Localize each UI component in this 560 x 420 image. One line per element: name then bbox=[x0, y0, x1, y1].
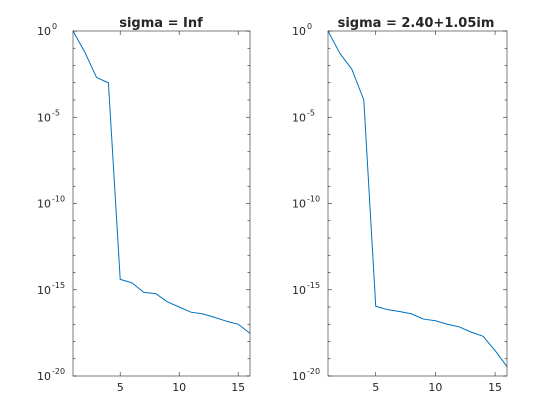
x-tick-label: 15 bbox=[488, 381, 502, 394]
y-tick-exponent: -10 bbox=[307, 195, 320, 204]
y-tick-label: 10 bbox=[37, 370, 51, 383]
series-line bbox=[72, 30, 251, 334]
y-tick-exponent: -15 bbox=[52, 281, 65, 290]
y-tick-exponent: -20 bbox=[52, 367, 65, 376]
y-tick-label: 10 bbox=[292, 370, 306, 383]
x-tick-label: 10 bbox=[172, 381, 186, 394]
x-tick-label: 10 bbox=[428, 381, 442, 394]
y-tick-label: 10 bbox=[292, 284, 306, 297]
y-tick-label: 10 bbox=[37, 25, 51, 38]
subplot-right-title: sigma = 2.40+1.05im bbox=[338, 16, 495, 31]
y-tick-exponent: -10 bbox=[52, 195, 65, 204]
y-tick-label: 10 bbox=[292, 25, 306, 38]
y-tick-exponent: -5 bbox=[307, 108, 315, 117]
y-tick-exponent: -15 bbox=[307, 281, 320, 290]
x-tick-label: 15 bbox=[231, 381, 245, 394]
y-tick-exponent: 0 bbox=[307, 22, 312, 31]
y-tick-label: 10 bbox=[292, 198, 306, 211]
x-tick-label: 5 bbox=[117, 381, 124, 394]
y-tick-exponent: -20 bbox=[307, 367, 320, 376]
y-tick-label: 10 bbox=[37, 198, 51, 211]
series-line bbox=[327, 30, 508, 367]
x-tick-label: 5 bbox=[372, 381, 379, 394]
y-tick-label: 10 bbox=[37, 284, 51, 297]
y-tick-exponent: -5 bbox=[52, 108, 60, 117]
subplot-left-title: sigma = Inf bbox=[119, 16, 203, 31]
y-tick-label: 10 bbox=[37, 111, 51, 124]
y-tick-exponent: 0 bbox=[52, 22, 57, 31]
y-tick-label: 10 bbox=[292, 111, 306, 124]
